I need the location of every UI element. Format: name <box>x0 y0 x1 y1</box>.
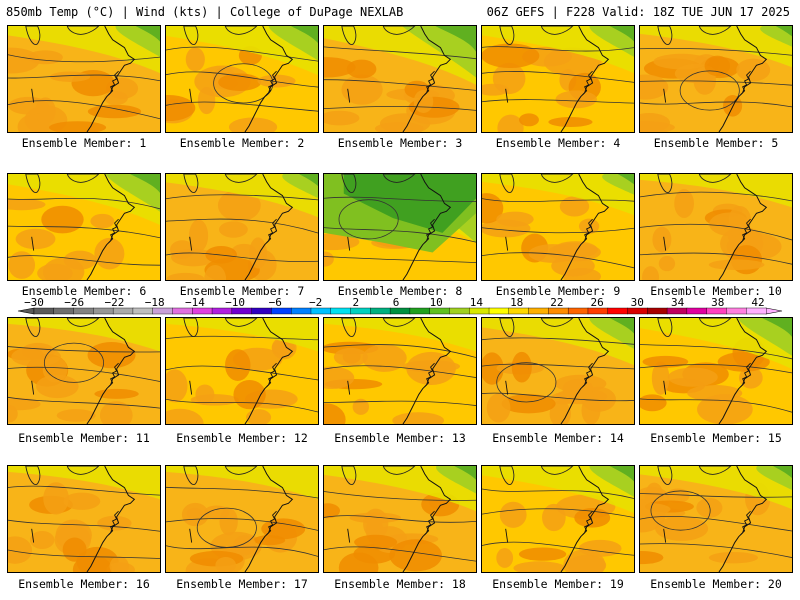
ensemble-member-caption: Ensemble Member: 7 <box>179 284 305 298</box>
colorbar-tick-label: −18 <box>145 296 165 309</box>
colorbar-swatch <box>686 307 708 315</box>
colorbar-tick-label: −2 <box>309 296 322 309</box>
temperature-map <box>482 318 634 424</box>
ensemble-member-caption: Ensemble Member: 17 <box>176 577 308 591</box>
temperature-map <box>640 26 792 132</box>
ensemble-member-caption: Ensemble Member: 10 <box>650 284 782 298</box>
temperature-map <box>8 318 160 424</box>
ensemble-member-panel <box>165 317 319 425</box>
colorbar-swatch <box>528 307 549 315</box>
colorbar-swatch <box>607 307 629 315</box>
colorbar-tick-label: 22 <box>550 296 563 309</box>
ensemble-member-caption: Ensemble Member: 9 <box>495 284 621 298</box>
ensemble-member-panel <box>481 25 635 133</box>
colorbar-tick-label: 30 <box>631 296 644 309</box>
header-title: 850mb Temp (°C) | Wind (kts) | College o… <box>6 5 404 19</box>
ensemble-member-panel <box>639 465 793 573</box>
ensemble-member-panel <box>165 465 319 573</box>
temperature-map <box>324 466 476 572</box>
temperature-map <box>482 26 634 132</box>
ensemble-member-caption: Ensemble Member: 19 <box>492 577 624 591</box>
colorbar-swatch <box>746 307 767 315</box>
colorbar-swatch <box>647 307 668 315</box>
ensemble-member-panel <box>165 25 319 133</box>
colorbar-tick-label: 34 <box>671 296 685 309</box>
colorbar-swatch <box>726 307 747 315</box>
colorbar-swatch <box>488 307 510 315</box>
temperature-map <box>166 26 318 132</box>
temperature-map <box>8 174 160 280</box>
ensemble-member-caption: Ensemble Member: 18 <box>334 577 466 591</box>
colorbar-tick-label: −14 <box>185 296 205 309</box>
ensemble-member-panel <box>323 317 477 425</box>
ensemble-member-panel <box>481 173 635 281</box>
temperature-map <box>324 174 476 280</box>
colorbar: −30 −26 −22 −18 −14 −10 −6 −2 2 6 10 14 18 22 26 30 34 38… <box>0 296 800 322</box>
ensemble-member-panel <box>639 25 793 133</box>
temperature-map <box>166 318 318 424</box>
colorbar-swatch <box>409 307 431 315</box>
colorbar-tick-label: 42 <box>751 296 764 309</box>
ensemble-member-caption: Ensemble Member: 1 <box>21 136 147 150</box>
ensemble-member-caption: Ensemble Member: 3 <box>337 136 463 150</box>
colorbar-tick-label: −6 <box>269 296 282 309</box>
ensemble-member-caption: Ensemble Member: 15 <box>650 431 782 445</box>
ensemble-member-caption: Ensemble Member: 20 <box>650 577 782 591</box>
temperature-map <box>166 174 318 280</box>
ensemble-member-panel <box>639 173 793 281</box>
colorbar-tick-label: 38 <box>711 296 724 309</box>
temperature-map <box>8 466 160 572</box>
ensemble-member-panel <box>323 173 477 281</box>
temperature-map <box>324 318 476 424</box>
colorbar-swatch <box>449 307 470 315</box>
ensemble-member-caption: Ensemble Member: 12 <box>176 431 308 445</box>
temperature-map <box>640 466 792 572</box>
colorbar-tick-label: 26 <box>590 296 603 309</box>
header-run-info: 06Z GEFS | F228 Valid: 18Z TUE JUN 17 20… <box>486 5 790 19</box>
ensemble-member-caption: Ensemble Member: 11 <box>18 431 150 445</box>
ensemble-member-caption: Ensemble Member: 8 <box>337 284 463 298</box>
ensemble-member-panel <box>7 465 161 573</box>
temperature-map <box>482 466 634 572</box>
ensemble-member-caption: Ensemble Member: 6 <box>21 284 147 298</box>
ensemble-member-panel <box>481 465 635 573</box>
temperature-map <box>640 318 792 424</box>
temperature-map <box>640 174 792 280</box>
ensemble-member-panel <box>165 173 319 281</box>
ensemble-member-panel <box>323 25 477 133</box>
colorbar-tick-label: 14 <box>470 296 484 309</box>
colorbar-tick-label: 2 <box>352 296 359 309</box>
temperature-map <box>166 466 318 572</box>
colorbar-tick-label: −22 <box>104 296 124 309</box>
ensemble-member-caption: Ensemble Member: 13 <box>334 431 466 445</box>
colorbar-tick-label: −26 <box>64 296 84 309</box>
colorbar-swatch <box>370 307 391 315</box>
ensemble-member-panel <box>7 317 161 425</box>
colorbar-tick-label: 10 <box>430 296 443 309</box>
colorbar-tick-label: −30 <box>24 296 44 309</box>
colorbar-swatch <box>330 307 352 315</box>
ensemble-member-caption: Ensemble Member: 2 <box>179 136 305 150</box>
ensemble-member-panel <box>481 317 635 425</box>
colorbar-swatch <box>567 307 589 315</box>
ensemble-member-panel <box>7 25 161 133</box>
temperature-map <box>8 26 160 132</box>
temperature-map <box>482 174 634 280</box>
ensemble-member-panel <box>639 317 793 425</box>
ensemble-member-panel <box>323 465 477 573</box>
ensemble-member-caption: Ensemble Member: 14 <box>492 431 624 445</box>
temperature-map <box>324 26 476 132</box>
colorbar-tick-label: −10 <box>225 296 245 309</box>
colorbar-tick-label: 6 <box>393 296 400 309</box>
ensemble-member-panel <box>7 173 161 281</box>
colorbar-tick-label: 18 <box>510 296 523 309</box>
ensemble-member-caption: Ensemble Member: 4 <box>495 136 621 150</box>
ensemble-member-caption: Ensemble Member: 5 <box>653 136 779 150</box>
ensemble-member-caption: Ensemble Member: 16 <box>18 577 150 591</box>
